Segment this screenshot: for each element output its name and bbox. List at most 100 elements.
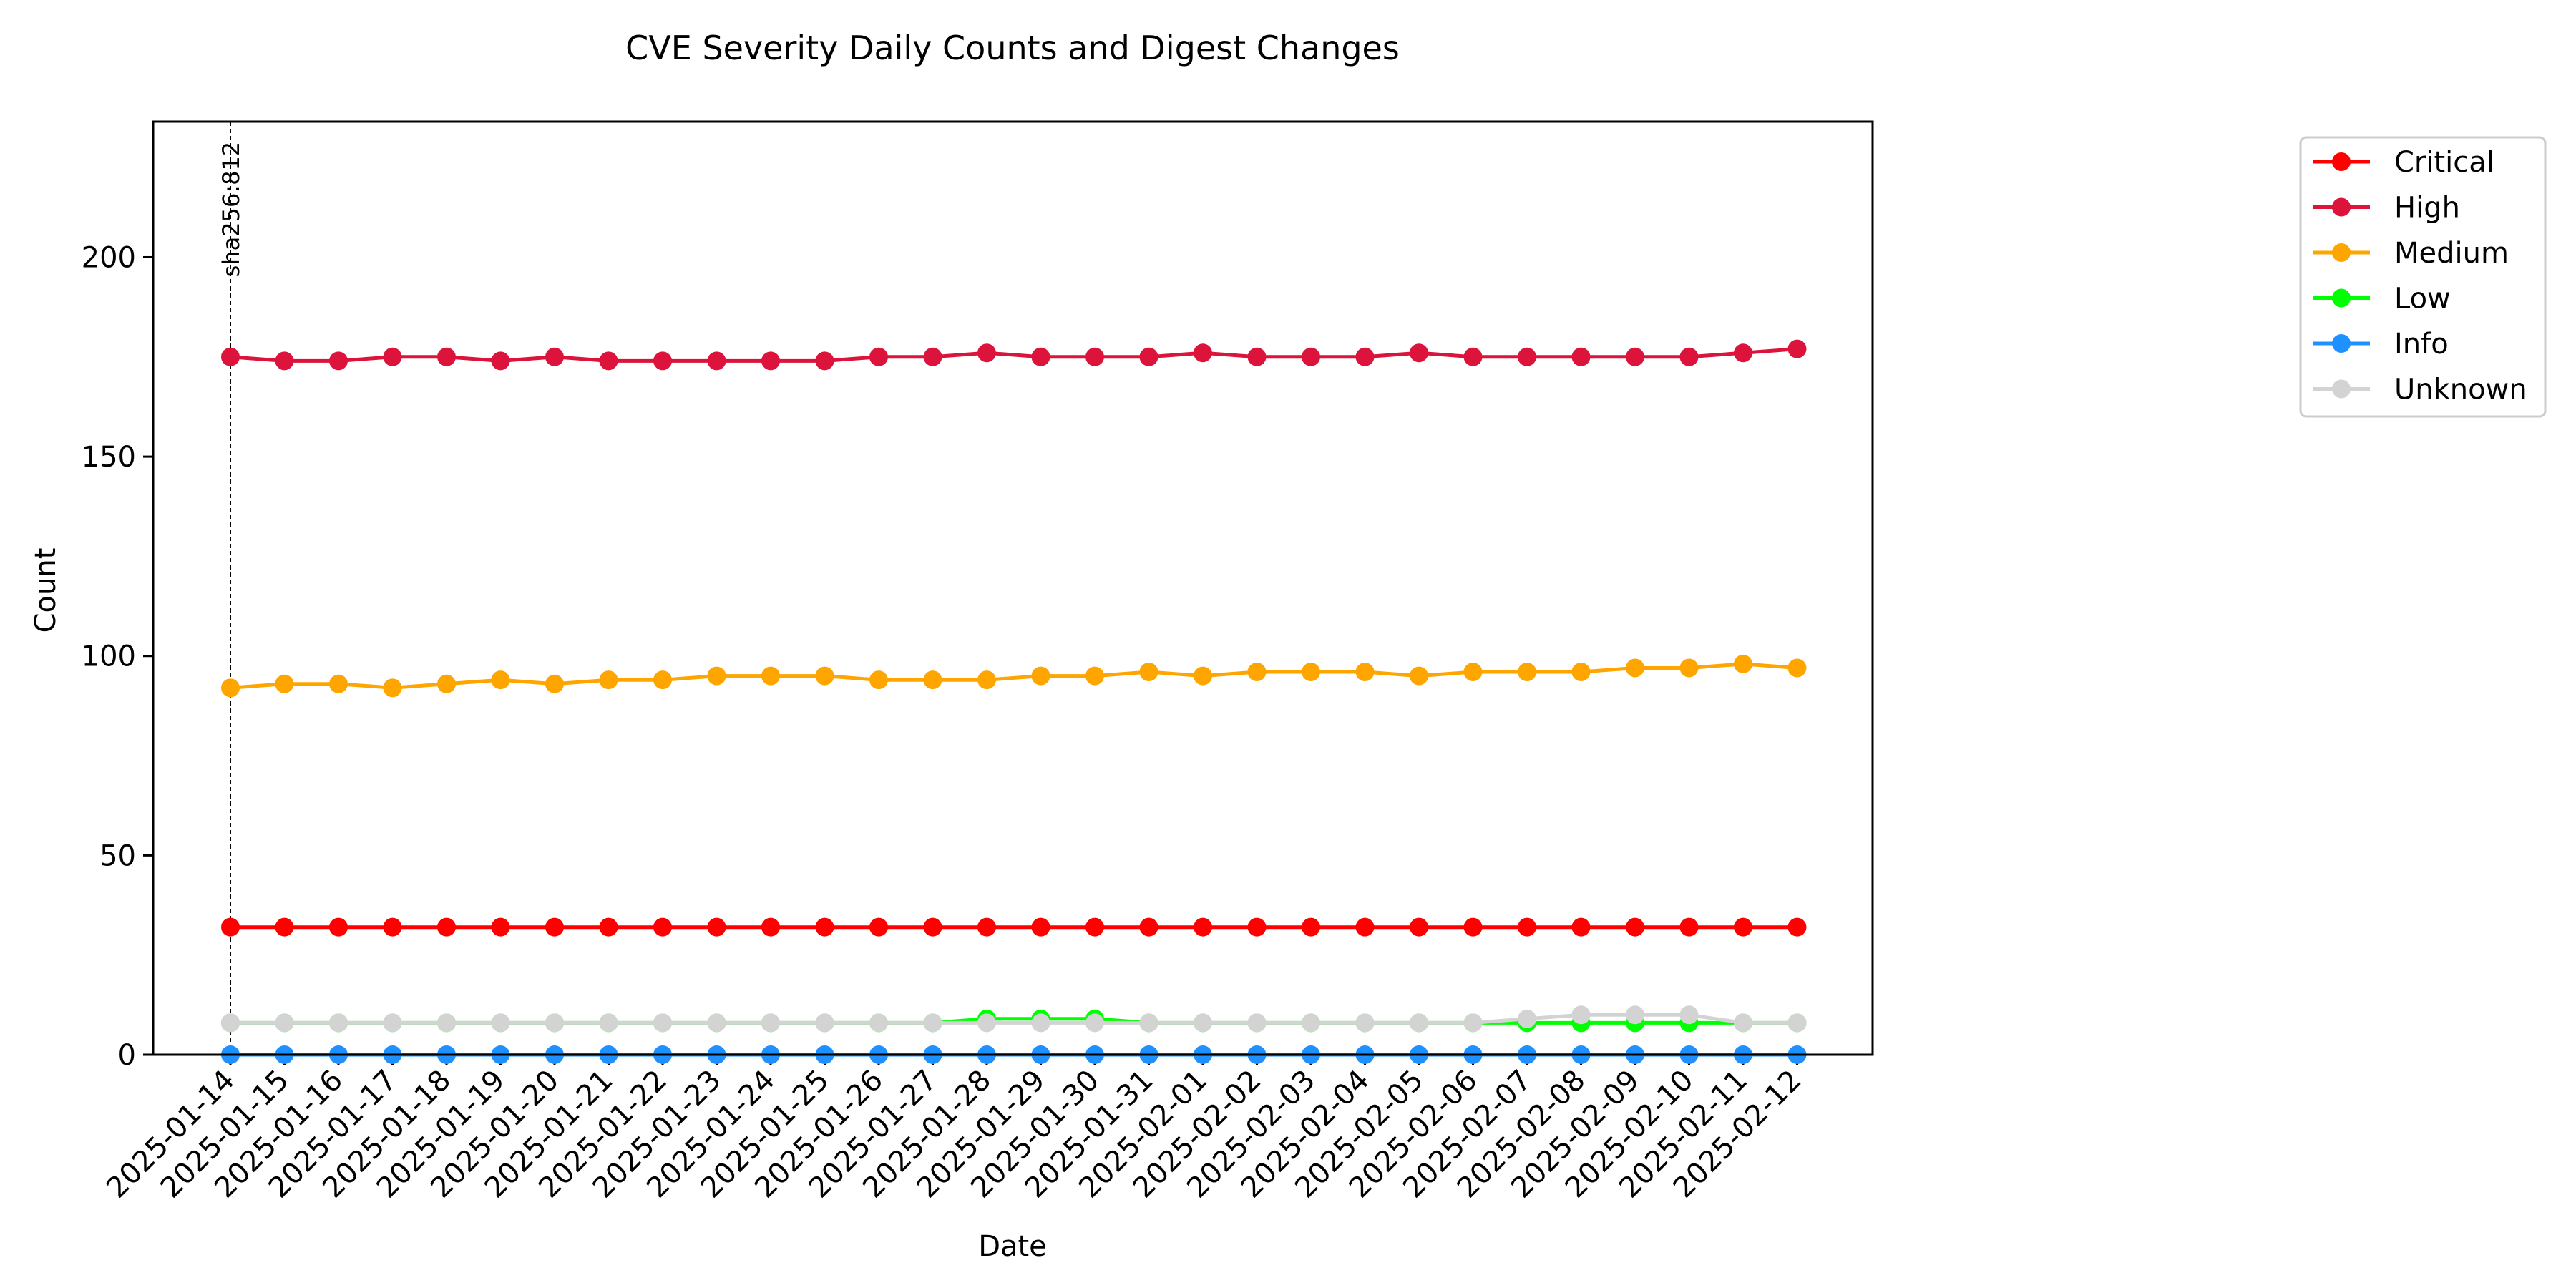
legend-item-medium: Medium	[2313, 237, 2509, 270]
data-point	[599, 917, 618, 937]
data-point	[1571, 347, 1591, 366]
data-point	[1031, 917, 1050, 937]
data-point	[1031, 347, 1050, 366]
legend-swatch-marker	[2332, 243, 2351, 262]
data-point	[383, 917, 402, 937]
data-point	[977, 670, 996, 690]
data-point	[1734, 343, 1752, 363]
data-point	[545, 1013, 564, 1033]
data-point	[491, 670, 510, 690]
series-layer	[221, 339, 1807, 1064]
data-point	[1410, 917, 1428, 937]
data-point	[275, 917, 294, 937]
data-point	[383, 678, 402, 698]
y-tick-label: 150	[82, 441, 136, 474]
axis-ticks: 0501001502002025-01-142025-01-152025-01-…	[82, 241, 1808, 1204]
data-point	[653, 351, 672, 371]
data-point	[1031, 666, 1050, 686]
data-point	[1787, 917, 1807, 937]
data-point	[599, 1013, 618, 1033]
data-point	[869, 1013, 888, 1033]
data-point	[275, 351, 294, 371]
data-point	[1139, 1013, 1158, 1033]
data-point	[329, 1013, 348, 1033]
data-point	[653, 1013, 672, 1033]
legend-label: Medium	[2394, 237, 2509, 270]
data-point	[1247, 663, 1267, 682]
series-high	[221, 339, 1807, 371]
data-point	[1463, 1013, 1483, 1033]
data-point	[1626, 917, 1644, 937]
data-point	[329, 674, 348, 693]
y-tick-label: 0	[118, 1039, 136, 1072]
legend-label: Low	[2394, 283, 2451, 316]
data-point	[437, 347, 456, 366]
data-point	[1194, 343, 1212, 363]
y-tick-label: 200	[82, 241, 136, 274]
data-point	[1679, 658, 1699, 678]
x-axis-label: Date	[978, 1230, 1047, 1263]
series-medium	[221, 654, 1807, 698]
data-point	[437, 1013, 456, 1033]
data-point	[1518, 663, 1536, 682]
data-point	[1679, 347, 1699, 366]
data-point	[1139, 917, 1158, 937]
data-point	[923, 670, 942, 690]
data-point	[1247, 917, 1267, 937]
y-tick-label: 50	[99, 839, 136, 872]
data-point	[491, 1013, 510, 1033]
data-point	[491, 351, 510, 371]
data-point	[383, 1013, 402, 1033]
data-point	[923, 917, 942, 937]
data-point	[1355, 1013, 1375, 1033]
data-point	[329, 917, 348, 937]
data-point	[869, 917, 888, 937]
legend-item-unknown: Unknown	[2313, 374, 2527, 406]
data-point	[275, 1013, 294, 1033]
data-point	[1085, 666, 1104, 686]
data-point	[1734, 1013, 1752, 1033]
data-point	[1194, 1013, 1212, 1033]
legend-label: Info	[2394, 328, 2449, 361]
data-point	[1031, 1013, 1050, 1033]
annotation-label: sha256:812	[218, 142, 245, 278]
data-point	[1194, 666, 1212, 686]
data-point	[1085, 347, 1104, 366]
data-point	[1410, 343, 1428, 363]
data-point	[1626, 347, 1644, 366]
data-point	[1518, 917, 1536, 937]
data-point	[761, 666, 780, 686]
data-point	[1787, 339, 1807, 358]
annotations: sha256:812	[218, 122, 245, 1055]
data-point	[653, 670, 672, 690]
plot-frame	[152, 120, 1874, 1056]
data-point	[1302, 917, 1320, 937]
data-point	[815, 351, 834, 371]
data-point	[599, 670, 618, 690]
legend-label: High	[2394, 192, 2460, 225]
data-point	[1302, 663, 1320, 682]
data-point	[1518, 1009, 1536, 1028]
y-tick-label: 100	[82, 640, 136, 673]
y-axis-label: Count	[29, 548, 62, 633]
legend-label: Unknown	[2394, 374, 2527, 406]
data-point	[815, 666, 834, 686]
data-point	[329, 351, 348, 371]
data-point	[221, 1013, 240, 1033]
data-point	[1194, 917, 1212, 937]
data-point	[707, 1013, 726, 1033]
data-point	[977, 1013, 996, 1033]
data-point	[1355, 917, 1375, 937]
legend-swatch-marker	[2332, 152, 2351, 171]
legend-swatch-marker	[2332, 334, 2351, 353]
data-point	[1085, 1013, 1104, 1033]
data-point	[1734, 654, 1752, 673]
series-unknown	[221, 1005, 1807, 1033]
data-point	[221, 917, 240, 937]
data-point	[383, 347, 402, 366]
data-point	[815, 917, 834, 937]
data-point	[761, 1013, 780, 1033]
data-point	[1247, 347, 1267, 366]
